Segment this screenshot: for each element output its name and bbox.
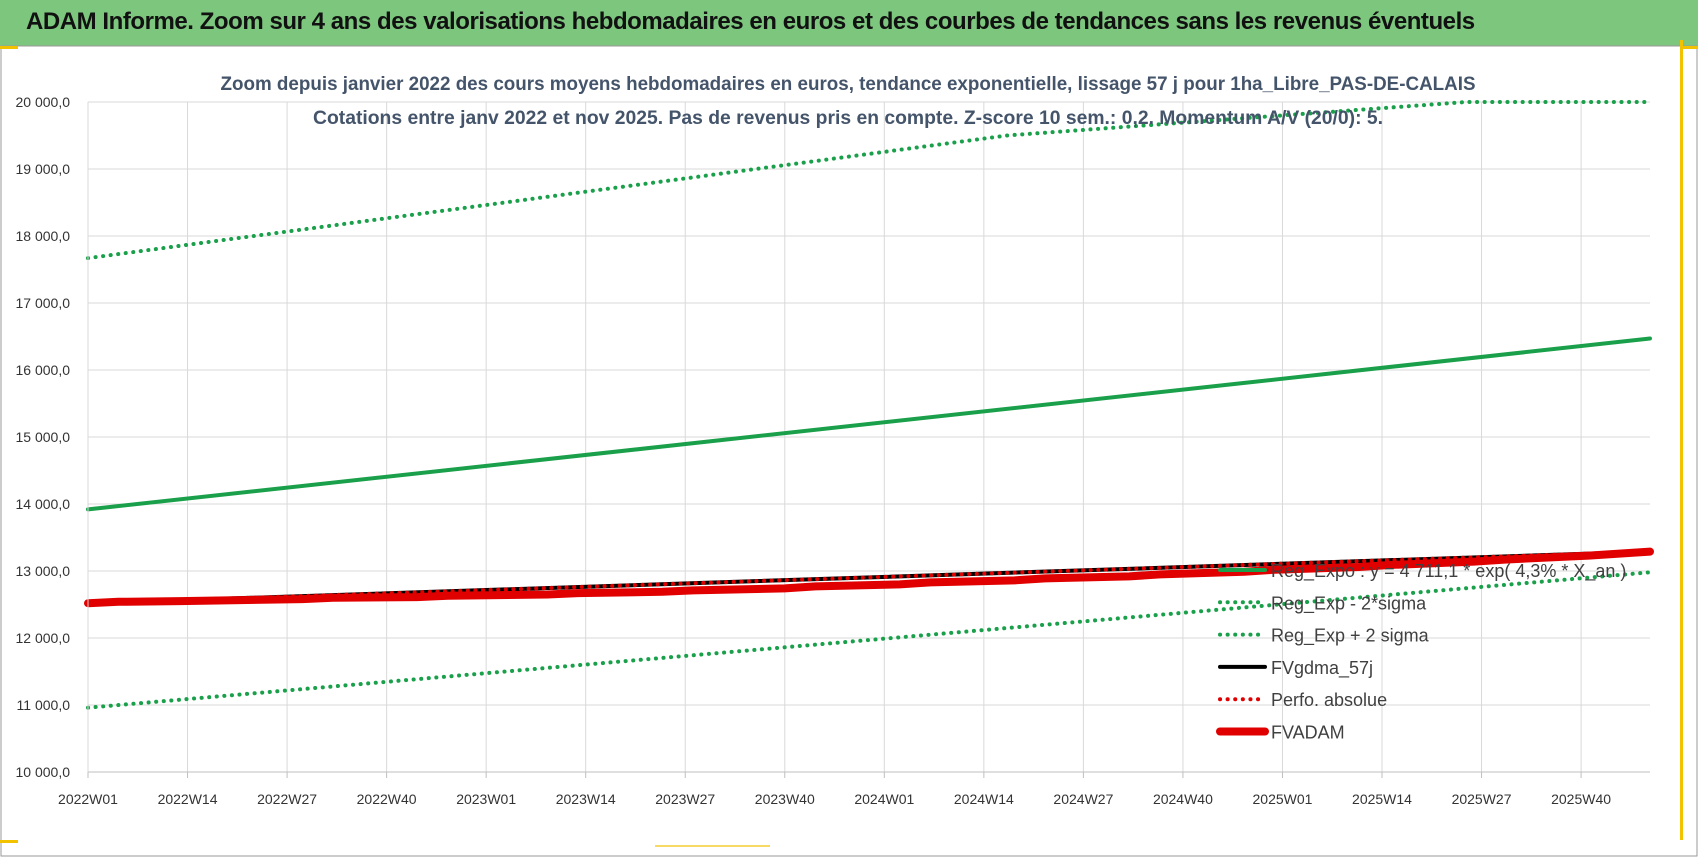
y-tick-label: 10 000,0 [16,764,71,780]
x-tick-label: 2022W01 [58,791,118,807]
legend-label: FVADAM [1271,723,1345,743]
x-tick-label: 2025W27 [1452,791,1512,807]
x-tick-label: 2024W14 [954,791,1014,807]
x-tick-label: 2022W40 [357,791,417,807]
chart-border [0,45,1698,857]
y-tick-label: 14 000,0 [16,496,71,512]
y-tick-label: 17 000,0 [16,295,71,311]
accent-mark-top-right [1680,46,1698,49]
x-tick-label: 2022W14 [158,791,218,807]
x-tick-label: 2024W27 [1053,791,1113,807]
legend-label: Reg_Exp - 2*sigma [1271,593,1427,614]
legend-label: Reg_Expo : y = 4 711,1 * exp( 4,3% * X_a… [1271,561,1626,582]
legend-label: Reg_Exp + 2 sigma [1271,626,1430,647]
series-line-reg-expo-y-4-711-1-exp-4-3-x-an [86,336,1652,512]
chart-subtitle: Cotations entre janv 2022 et nov 2025. P… [313,108,1383,129]
y-tick-label: 19 000,0 [16,161,71,177]
x-tick-label: 2025W40 [1551,791,1611,807]
series-line-reg-exp-2-sigma [86,100,1652,261]
chart-title: Zoom depuis janvier 2022 des cours moyen… [221,74,1476,95]
y-tick-label: 12 000,0 [16,630,71,646]
accent-mark-left [0,840,18,843]
accent-mark-top-left [0,46,18,49]
x-tick-label: 2023W14 [556,791,616,807]
chart-legend: Reg_Expo : y = 4 711,1 * exp( 4,3% * X_a… [1216,561,1626,743]
report-banner: ADAM Informe. Zoom sur 4 ans des valoris… [0,0,1698,46]
legend-label: FVgdma_57j [1271,658,1373,679]
y-tick-label: 20 000,0 [16,94,71,110]
y-tick-label: 16 000,0 [16,362,71,378]
x-tick-label: 2024W40 [1153,791,1213,807]
y-tick-label: 13 000,0 [16,563,71,579]
accent-mark-right [1680,40,1683,840]
x-tick-label: 2023W27 [655,791,715,807]
x-tick-label: 2023W01 [456,791,516,807]
accent-mark-bottom [655,845,770,847]
series-line-fvadam [84,547,1654,608]
report-title: ADAM Informe. Zoom sur 4 ans des valoris… [26,8,1475,35]
y-tick-label: 11 000,0 [17,697,71,713]
y-tick-label: 15 000,0 [16,429,71,445]
legend-label: Perfo. absolue [1271,690,1387,710]
x-tick-label: 2025W01 [1253,791,1313,807]
x-tick-label: 2023W40 [755,791,815,807]
y-tick-label: 18 000,0 [16,228,71,244]
x-tick-label: 2024W01 [854,791,914,807]
x-tick-label: 2022W27 [257,791,317,807]
x-tick-label: 2025W14 [1352,791,1412,807]
series-line-reg-exp-2-sigma [86,570,1652,710]
